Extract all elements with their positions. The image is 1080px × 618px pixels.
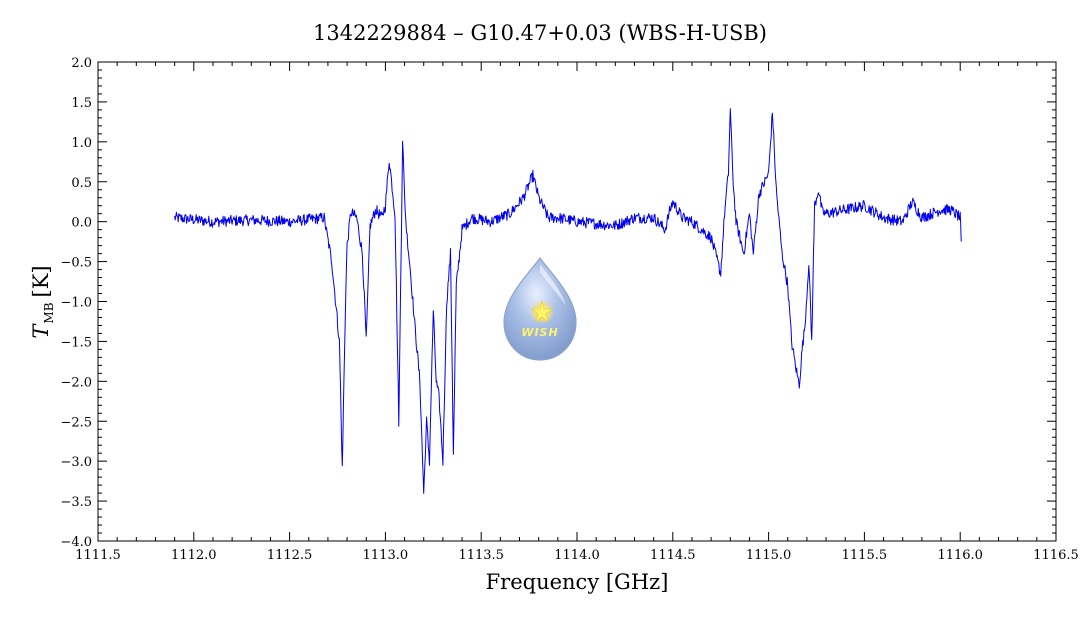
y-tick-label: 0.5 — [71, 176, 92, 191]
x-tick-label: 1112.0 — [171, 548, 217, 563]
x-axis-label: Frequency [GHz] — [486, 570, 669, 594]
y-tick-label: −1.0 — [60, 296, 92, 311]
wish-logo: WISH — [503, 256, 577, 361]
chart-title: 1342229884 – G10.47+0.03 (WBS-H-USB) — [313, 21, 767, 45]
axis-ticks — [97, 61, 1057, 542]
y-axis-label-symbol: T — [29, 323, 53, 339]
x-tick-label: 1116.5 — [1033, 548, 1079, 563]
x-tick-label: 1114.5 — [650, 548, 696, 563]
y-tick-label: −3.0 — [60, 455, 92, 470]
drop-highlight — [540, 264, 566, 306]
x-tick-label: 1114.0 — [554, 548, 600, 563]
y-axis-label-subscript: MB — [42, 302, 56, 323]
y-axis-label: TMB [K] — [29, 265, 56, 338]
y-tick-label: 2.0 — [71, 56, 92, 71]
spectrum-line — [174, 108, 962, 494]
plot-frame — [97, 61, 1057, 542]
x-tick-label: 1113.5 — [458, 548, 504, 563]
x-tick-label: 1116.0 — [937, 548, 983, 563]
x-tick-label: 1112.5 — [267, 548, 313, 563]
y-axis-label-unit: [K] — [29, 265, 53, 297]
y-tick-label: 1.0 — [71, 136, 92, 151]
wish-logo-text: WISH — [521, 326, 558, 339]
y-tick-label: −3.5 — [60, 495, 92, 510]
x-tick-label: 1115.5 — [842, 548, 888, 563]
x-tick-label: 1115.0 — [746, 548, 792, 563]
x-axis-tick-labels: 1111.5 1112.0 1112.5 1113.0 1113.5 1114.0 1114… — [75, 548, 1079, 563]
y-axis-tick-labels: 2.0 1.5 1.0 0.5 0.0 −0.5 −1.0 −1.5 −2.0 −2.5 −3.0 −… — [60, 56, 92, 550]
x-tick-label: 1113.0 — [363, 548, 409, 563]
star-icon — [531, 300, 553, 323]
y-tick-label: 0.0 — [71, 216, 92, 231]
y-tick-label: 1.5 — [71, 96, 92, 111]
y-tick-label: −4.0 — [60, 535, 92, 550]
y-tick-label: −2.5 — [60, 415, 92, 430]
svg-text:TMB[K]: TMB [K] — [29, 265, 56, 338]
x-tick-label: 1111.5 — [75, 548, 121, 563]
y-tick-label: −2.0 — [60, 375, 92, 390]
y-tick-label: −0.5 — [60, 256, 92, 271]
y-tick-label: −1.5 — [60, 335, 92, 350]
